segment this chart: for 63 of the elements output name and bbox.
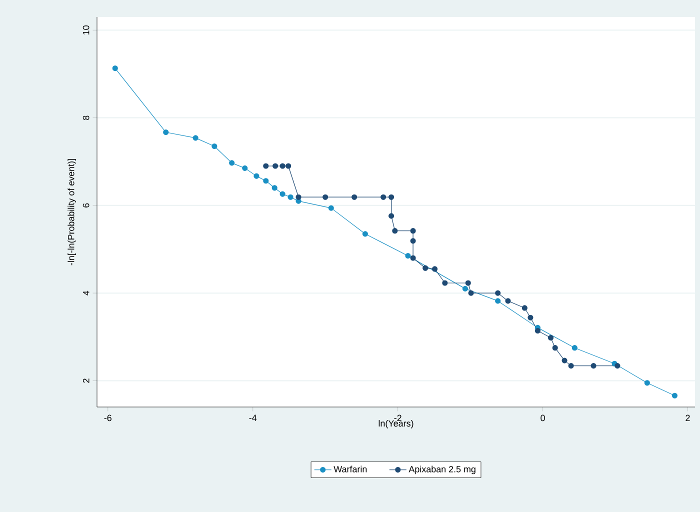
- point: [352, 194, 358, 200]
- y-tick-label: 8: [82, 116, 90, 120]
- x-axis-title: ln(Years): [378, 420, 414, 428]
- point: [534, 328, 541, 334]
- point: [362, 231, 368, 237]
- x-tick-label: 2: [686, 414, 690, 422]
- point: [272, 163, 278, 169]
- point: [280, 163, 286, 169]
- point: [410, 255, 416, 261]
- x-tick-label: 0: [540, 414, 545, 422]
- point: [380, 194, 386, 200]
- point: [522, 305, 528, 311]
- y-tick-label: 6: [82, 203, 90, 208]
- point: [410, 238, 416, 244]
- point: [462, 286, 468, 292]
- point: [410, 228, 416, 234]
- point: [388, 194, 394, 200]
- point: [254, 173, 260, 179]
- point: [322, 194, 328, 200]
- point: [552, 345, 558, 351]
- point: [465, 280, 471, 286]
- point: [263, 178, 269, 184]
- point: [272, 185, 278, 191]
- point: [392, 228, 398, 234]
- point: [296, 194, 302, 200]
- x-tick-label: -6: [104, 414, 112, 422]
- point: [388, 213, 394, 219]
- point: [442, 280, 448, 286]
- point: [280, 191, 286, 197]
- point: [432, 266, 438, 272]
- point: [242, 165, 248, 171]
- y-axis-title: -ln[-ln(Probability of event)]: [68, 159, 76, 266]
- point: [568, 363, 574, 369]
- point: [288, 194, 294, 200]
- point: [192, 135, 198, 141]
- point: [672, 392, 678, 398]
- point: [590, 363, 596, 369]
- point: [405, 253, 411, 259]
- point: [495, 290, 501, 296]
- point: [286, 163, 292, 169]
- legend-label: Apixaban 2.5 mg: [408, 466, 476, 474]
- point: [422, 265, 428, 271]
- point: [562, 358, 568, 364]
- point: [614, 363, 620, 369]
- point: [212, 143, 218, 150]
- point: [644, 380, 650, 386]
- point: [548, 334, 554, 341]
- point: [263, 163, 269, 169]
- x-tick-label: -2: [394, 414, 402, 422]
- y-tick-label: 2: [82, 378, 90, 383]
- point: [468, 290, 474, 296]
- point: [112, 65, 118, 72]
- point: [495, 298, 501, 304]
- point: [572, 345, 578, 351]
- point: [328, 205, 334, 211]
- point: [505, 298, 511, 304]
- point: [528, 314, 534, 320]
- y-tick-label: 4: [83, 290, 90, 296]
- y-tick-label: 10: [82, 26, 90, 34]
- point: [229, 160, 235, 166]
- legend-label: Warfarin: [334, 466, 367, 472]
- x-tick-label: -4: [249, 414, 257, 421]
- point: [163, 129, 169, 136]
